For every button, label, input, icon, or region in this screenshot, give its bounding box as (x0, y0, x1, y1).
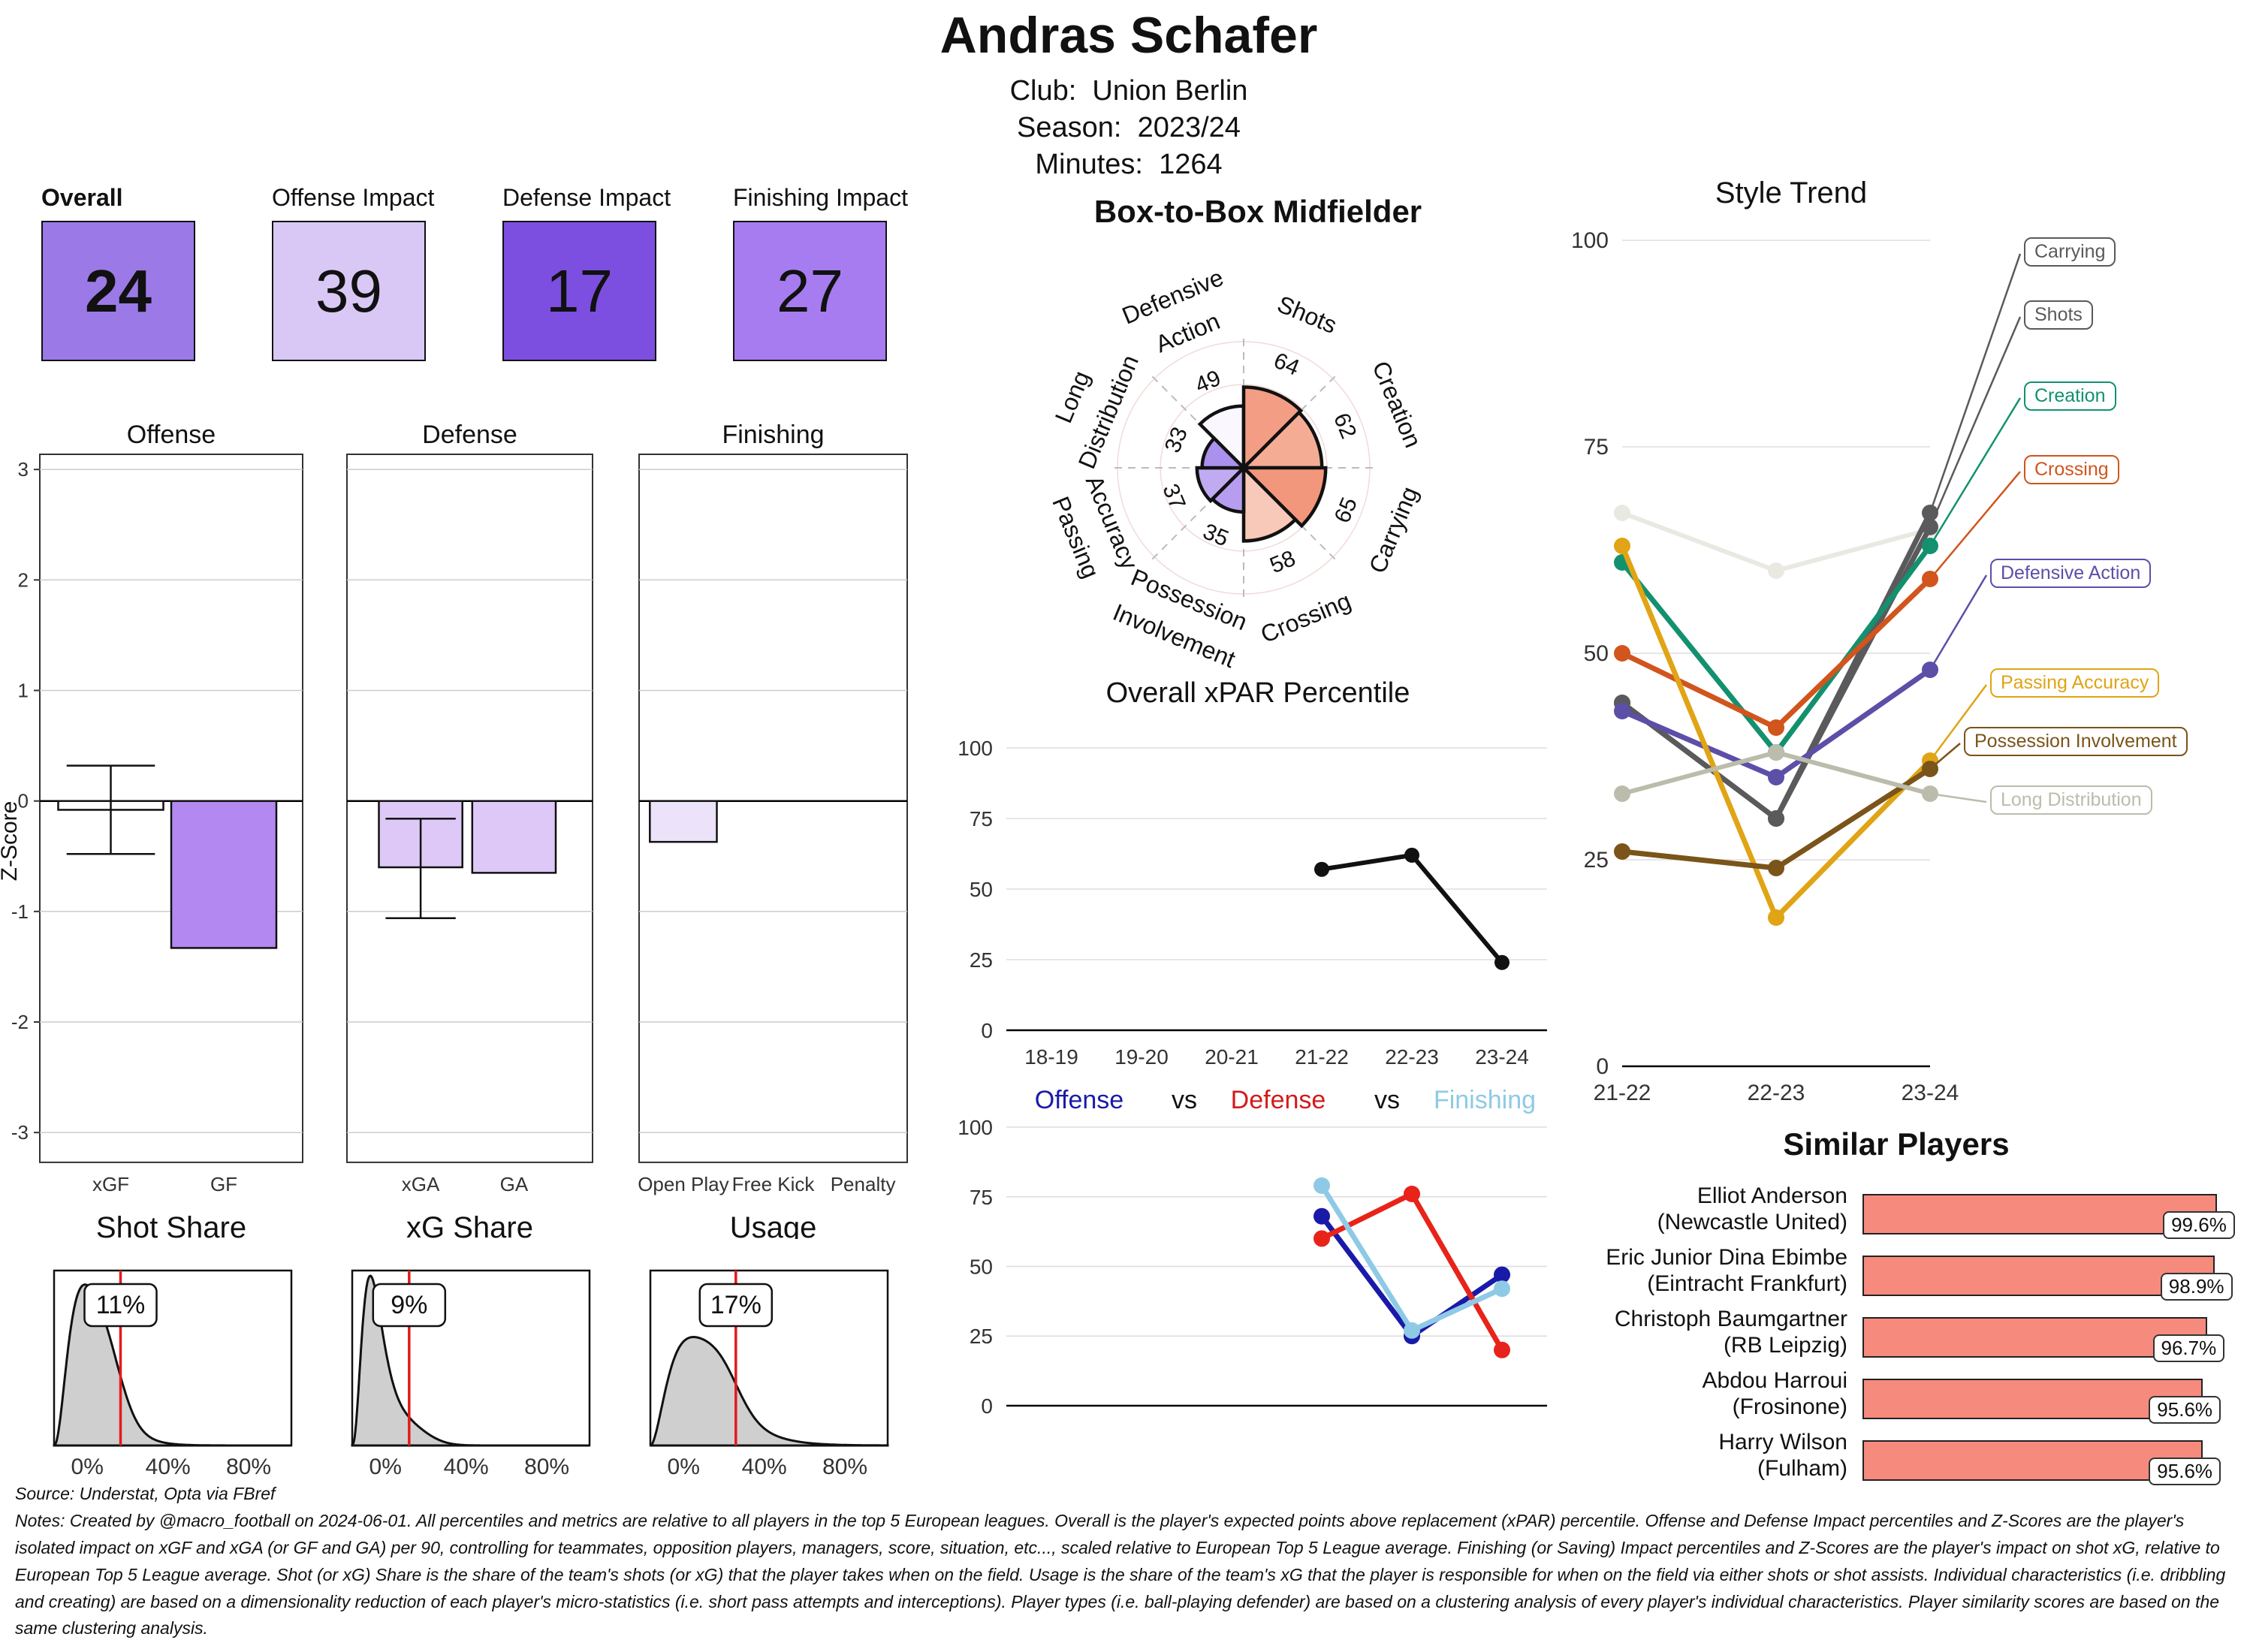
svg-text:20-21: 20-21 (1205, 1045, 1259, 1066)
svg-text:3: 3 (18, 458, 29, 481)
svg-text:49: 49 (1192, 366, 1224, 398)
svg-text:-2: -2 (11, 1011, 29, 1033)
svg-text:40%: 40% (444, 1455, 489, 1479)
svg-text:50: 50 (970, 1256, 993, 1279)
svg-text:64: 64 (1270, 348, 1302, 381)
svg-text:Defense: Defense (1231, 1086, 1326, 1114)
svg-text:GA: GA (500, 1173, 529, 1195)
svg-text:50: 50 (970, 878, 993, 901)
svg-text:22-23: 22-23 (1385, 1045, 1439, 1066)
svg-text:100: 100 (958, 1116, 993, 1139)
svg-text:0: 0 (981, 1394, 993, 1418)
svg-text:Overall xPAR Percentile: Overall xPAR Percentile (1106, 677, 1410, 709)
svg-text:xGA: xGA (402, 1173, 440, 1195)
svg-text:2: 2 (18, 568, 29, 591)
svg-text:Carrying: Carrying (1364, 483, 1424, 577)
svg-text:25: 25 (970, 1325, 993, 1348)
svg-text:21-22: 21-22 (1295, 1045, 1349, 1066)
svg-text:Defense: Defense (422, 421, 517, 449)
svg-text:75: 75 (1584, 435, 1609, 460)
svg-text:75: 75 (970, 807, 993, 831)
svg-text:GF: GF (210, 1173, 237, 1195)
svg-text:-3: -3 (11, 1121, 29, 1144)
svg-text:Offense: Offense (1035, 1086, 1123, 1114)
svg-text:vs: vs (1172, 1086, 1197, 1114)
svg-text:xGF: xGF (92, 1173, 129, 1195)
svg-text:21-22: 21-22 (1594, 1081, 1651, 1105)
svg-text:80%: 80% (226, 1455, 271, 1479)
svg-text:18-19: 18-19 (1024, 1045, 1078, 1066)
svg-text:Penalty: Penalty (831, 1173, 896, 1195)
svg-text:Open Play: Open Play (638, 1173, 728, 1195)
svg-text:50: 50 (1584, 641, 1609, 666)
svg-text:23-24: 23-24 (1902, 1081, 1959, 1105)
svg-text:Free Kick: Free Kick (732, 1173, 816, 1195)
svg-text:0: 0 (981, 1019, 993, 1042)
svg-text:Finishing: Finishing (722, 421, 824, 449)
svg-text:17%: 17% (710, 1291, 762, 1319)
svg-text:0%: 0% (71, 1455, 104, 1479)
svg-text:xG Share: xG Share (406, 1211, 533, 1239)
svg-text:Z-Score: Z-Score (0, 801, 22, 882)
svg-text:62: 62 (1329, 409, 1361, 442)
svg-text:9%: 9% (391, 1291, 427, 1319)
svg-text:19-20: 19-20 (1114, 1045, 1169, 1066)
svg-text:58: 58 (1266, 546, 1298, 578)
svg-text:-1: -1 (11, 900, 29, 923)
svg-text:1: 1 (18, 680, 29, 702)
svg-text:Shots: Shots (1274, 291, 1341, 339)
svg-text:40%: 40% (146, 1455, 191, 1479)
svg-text:Distribution: Distribution (1073, 351, 1145, 473)
svg-text:22-23: 22-23 (1748, 1081, 1805, 1105)
svg-text:Usage: Usage (730, 1211, 817, 1239)
svg-text:23-24: 23-24 (1475, 1045, 1529, 1066)
svg-text:100: 100 (958, 737, 993, 760)
svg-text:vs: vs (1374, 1086, 1400, 1114)
svg-text:Creation: Creation (1367, 357, 1427, 452)
svg-text:35: 35 (1199, 519, 1232, 551)
svg-text:80%: 80% (822, 1455, 867, 1479)
svg-text:40%: 40% (742, 1455, 787, 1479)
svg-text:Long: Long (1050, 367, 1096, 427)
svg-text:33: 33 (1160, 424, 1193, 456)
svg-text:11%: 11% (96, 1291, 146, 1319)
svg-text:Finishing: Finishing (1434, 1086, 1536, 1114)
svg-text:0%: 0% (369, 1455, 402, 1479)
svg-text:0: 0 (1596, 1054, 1609, 1079)
svg-text:0%: 0% (668, 1455, 700, 1479)
svg-text:80%: 80% (524, 1455, 569, 1479)
svg-text:25: 25 (970, 948, 993, 972)
svg-text:Offense: Offense (127, 421, 216, 449)
svg-text:100: 100 (1571, 228, 1609, 253)
svg-text:Shot Share: Shot Share (96, 1211, 246, 1239)
svg-text:25: 25 (1584, 848, 1609, 873)
svg-text:Style Trend: Style Trend (1715, 176, 1867, 210)
svg-text:75: 75 (970, 1186, 993, 1209)
svg-text:Crossing: Crossing (1256, 587, 1354, 649)
